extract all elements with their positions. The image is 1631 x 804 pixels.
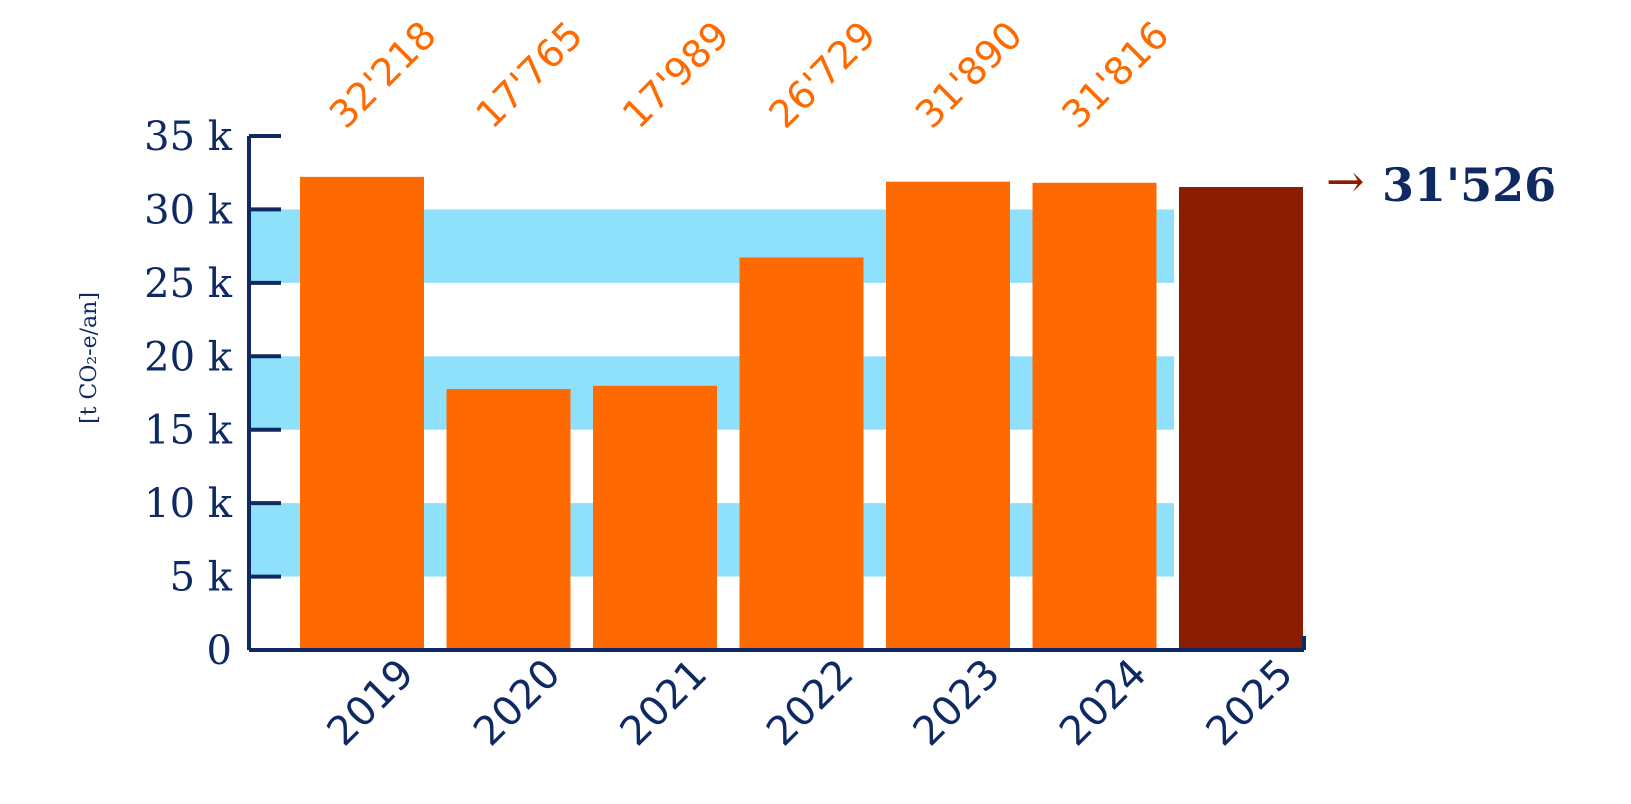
y-tick-label-7: 35 k xyxy=(144,114,233,160)
x-tick-label-2019: 2019 xyxy=(319,651,424,756)
data-label-2020: 17'765 xyxy=(467,13,591,137)
data-label-2024: 31'816 xyxy=(1053,13,1177,137)
y-tick-label-2: 10 k xyxy=(144,481,233,527)
y-tick-label-0: 0 xyxy=(207,628,232,674)
arrow-right-icon: → xyxy=(1326,154,1365,208)
x-tick-label-2024: 2024 xyxy=(1051,651,1156,756)
y-tick-label-3: 15 k xyxy=(144,408,233,454)
data-label-2022: 26'729 xyxy=(760,13,884,137)
data-labels: 32'218 17'765 17'989 26'729 31'890 31'816 xyxy=(321,13,1177,137)
bar-2019 xyxy=(300,176,424,650)
axes xyxy=(247,136,1306,652)
bars xyxy=(300,176,1303,650)
y-tick-label-6: 30 k xyxy=(144,187,233,233)
x-ticks: 2019 2020 2021 2022 2023 2024 2025 xyxy=(319,651,1303,756)
data-label-2021: 17'989 xyxy=(614,13,738,137)
y-ticks: 0 5 k 10 k 15 k 20 k 25 k 30 k 35 k xyxy=(144,114,281,674)
y-axis-label: [t CO₂-e/an] xyxy=(77,292,102,424)
x-tick-label-2021: 2021 xyxy=(612,651,717,756)
x-tick-label-2025: 2025 xyxy=(1198,651,1303,756)
bar-2021 xyxy=(593,385,717,650)
x-tick-label-2022: 2022 xyxy=(758,651,863,756)
y-tick-label-4: 20 k xyxy=(144,334,233,380)
data-label-2023: 31'890 xyxy=(907,13,1031,137)
bar-2022 xyxy=(739,257,864,650)
bar-2025 xyxy=(1179,187,1303,650)
bar-2023 xyxy=(886,181,1010,650)
highlight-value-label: 31'526 xyxy=(1382,158,1556,212)
x-tick-label-2020: 2020 xyxy=(465,651,570,756)
y-tick-label-1: 5 k xyxy=(170,555,233,601)
bar-2020 xyxy=(446,389,571,650)
data-label-2019: 32'218 xyxy=(321,13,445,137)
x-tick-label-2023: 2023 xyxy=(905,651,1010,756)
y-tick-label-5: 25 k xyxy=(144,261,233,307)
highlight-callout: → 31'526 xyxy=(1326,154,1556,212)
bar-2024 xyxy=(1032,182,1157,650)
